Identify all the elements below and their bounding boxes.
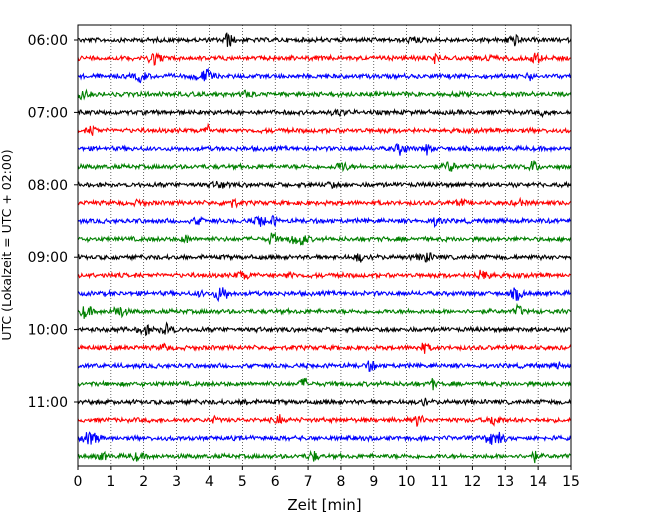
x-axis-ticks: 0 1 2 3 4 5 6 7 8 9 10 11 12 13 14 15 (74, 466, 580, 490)
seismic-traces (77, 32, 572, 464)
y-tick-label-11:00: 11:00 (28, 395, 68, 411)
x-tick-label-0: 0 (74, 474, 83, 490)
x-axis-label: Zeit [min] (287, 496, 361, 514)
x-tick-label-10: 10 (398, 474, 416, 490)
trace-1130 (77, 431, 572, 445)
trace-0945 (77, 302, 572, 319)
trace-1115 (77, 414, 572, 427)
x-tick-label-5: 5 (238, 474, 247, 490)
y-axis-ticks: 06:00 07:00 08:00 09:00 10:00 11:00 (28, 33, 78, 411)
trace-0730 (77, 143, 572, 156)
x-tick-label-7: 7 (304, 474, 313, 490)
trace-1100 (77, 397, 572, 407)
trace-0845 (77, 231, 572, 246)
x-tick-label-12: 12 (463, 474, 481, 490)
x-tick-label-4: 4 (205, 474, 214, 490)
trace-1045 (77, 377, 572, 391)
y-tick-label-08:00: 08:00 (28, 178, 68, 194)
trace-0815 (77, 196, 572, 209)
trace-0745 (77, 160, 572, 173)
plot-frame (77, 24, 572, 467)
trace-0830 (77, 214, 572, 229)
trace-0700 (77, 107, 572, 119)
trace-1145 (77, 449, 572, 464)
x-tick-label-3: 3 (172, 474, 181, 490)
y-axis-label: UTC (Lokalzeit = UTC + 02:00) (0, 149, 14, 340)
x-tick-label-11: 11 (431, 474, 449, 490)
y-tick-label-09:00: 09:00 (28, 250, 68, 266)
trace-0645 (77, 88, 572, 101)
y-tick-label-06:00: 06:00 (28, 33, 68, 49)
trace-0715 (77, 122, 572, 136)
x-tick-label-6: 6 (271, 474, 280, 490)
x-tick-label-13: 13 (496, 474, 514, 490)
trace-0630 (77, 67, 572, 84)
x-tick-label-8: 8 (336, 474, 345, 490)
x-tick-label-2: 2 (139, 474, 148, 490)
trace-1030 (77, 360, 572, 372)
trace-1015 (77, 342, 572, 354)
trace-0600 (77, 32, 572, 47)
y-tick-label-07:00: 07:00 (28, 105, 68, 121)
trace-1000 (77, 321, 572, 337)
trace-0900 (77, 252, 572, 263)
trace-0615 (77, 52, 572, 66)
x-tick-label-1: 1 (106, 474, 115, 490)
trace-0915 (77, 269, 572, 280)
x-tick-label-15: 15 (562, 474, 580, 490)
x-tick-label-14: 14 (529, 474, 547, 490)
trace-0800 (77, 180, 572, 190)
x-tick-label-9: 9 (369, 474, 378, 490)
trace-0930 (77, 287, 572, 303)
y-tick-label-10:00: 10:00 (28, 323, 68, 339)
